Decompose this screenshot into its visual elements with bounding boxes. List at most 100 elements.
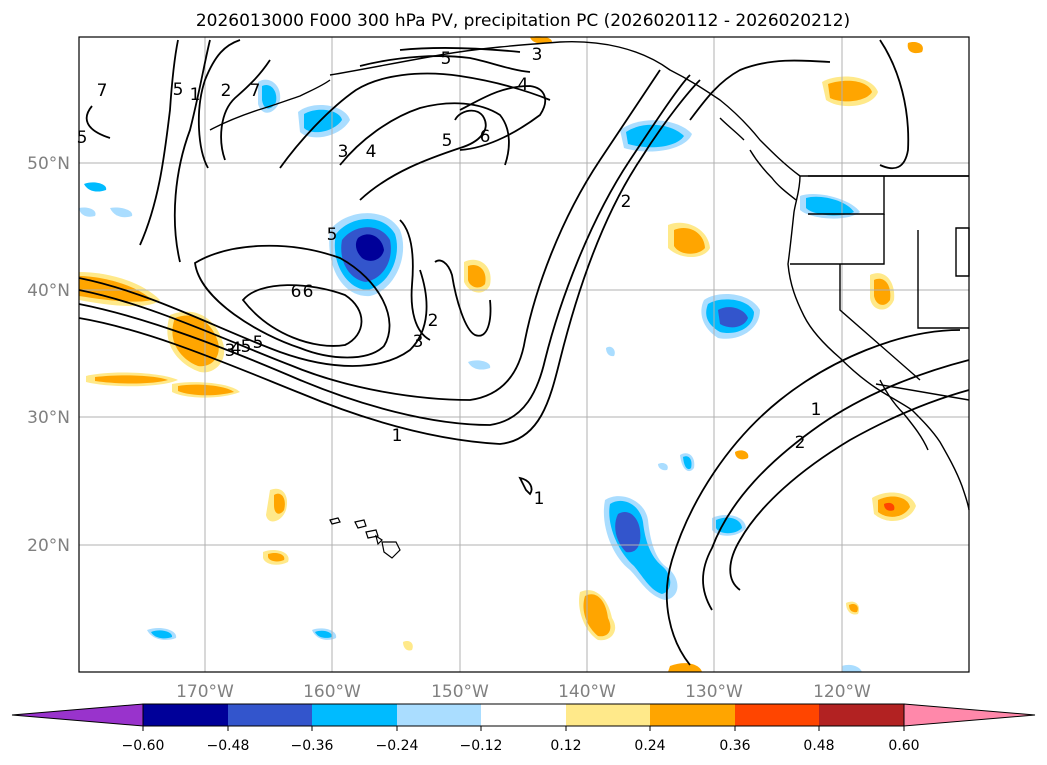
precip-positive-areas	[79, 36, 923, 672]
pv-contour-label: 2	[621, 192, 632, 212]
pv-contour-label: 3	[338, 142, 349, 162]
pv-contour-3	[78, 69, 661, 401]
colorbar-tick-label: −0.60	[122, 738, 165, 754]
pv-contour-10	[220, 59, 271, 161]
lon-label-150w: 150°W	[431, 682, 489, 702]
colorbar-tick-label: −0.36	[291, 738, 334, 754]
precip-negative-area	[79, 207, 96, 217]
precip-positive-area	[468, 264, 486, 288]
pv-contour-label: 1	[811, 400, 822, 420]
precip-negative-area	[262, 84, 277, 109]
pv-contour-12	[139, 39, 179, 246]
island	[365, 529, 379, 539]
latitude-labels: 50°N 40°N 30°N 20°N	[27, 154, 70, 556]
precip-positive-area	[274, 493, 285, 514]
pv-contour-label: 1	[190, 85, 201, 105]
precip-positive-area	[403, 640, 413, 651]
island	[329, 517, 341, 525]
colorbar-segment	[481, 704, 566, 726]
coastline-aleutians	[209, 79, 331, 131]
pv-contour-label: 2	[428, 311, 439, 331]
precip-positive-area	[583, 594, 611, 637]
pv-contour-5	[194, 244, 391, 359]
precip-negative-area	[716, 517, 742, 534]
pv-contour-23	[879, 39, 910, 170]
island	[354, 519, 367, 529]
precip-positive-area	[884, 502, 895, 511]
lat-label-20: 20°N	[27, 536, 70, 556]
precip-positive-area	[828, 80, 872, 102]
precip-positive-area	[735, 450, 749, 460]
pv-contour-label: 5	[241, 337, 252, 357]
pv-contour-21	[729, 389, 970, 591]
pv-contour-label: 5	[442, 131, 453, 151]
pv-contour-label: 4	[231, 339, 242, 359]
pv-contour-24	[689, 59, 831, 121]
colorbar-tick-label: 0.36	[719, 738, 750, 754]
colorbar-frame	[142, 703, 905, 727]
lon-label-140w: 140°W	[558, 682, 616, 702]
colorbar-segment	[397, 704, 481, 726]
precip-negative-area	[606, 346, 615, 357]
pv-contour-label: 3	[532, 45, 543, 65]
precip-positive-area	[907, 42, 923, 54]
pv-contour-4	[78, 269, 428, 367]
coastline-bc-islands	[719, 117, 797, 201]
map-background	[79, 37, 969, 672]
colorbar-tick-label: 0.60	[888, 738, 919, 754]
colorbar-segment	[228, 704, 312, 726]
colorbar-segment	[735, 704, 819, 726]
pv-contour-label: 6	[480, 127, 491, 147]
precip-positive-area	[668, 663, 702, 672]
colorbar-tick-label: −0.24	[376, 738, 419, 754]
pv-contour-19	[665, 329, 961, 666]
precip-negative-area	[615, 511, 641, 553]
pv-contour-7	[434, 259, 492, 337]
precip-positive-area	[874, 278, 891, 305]
precip-negative-area	[658, 462, 668, 471]
precip-positive-area	[849, 603, 858, 613]
pv-contour-label: 5	[327, 225, 338, 245]
precip-negative-area	[151, 630, 173, 639]
pv-contour-16	[359, 55, 531, 73]
precip-negative-area	[468, 360, 491, 370]
pv-contour-label: 5	[253, 333, 264, 353]
pv-contour-label: 2	[795, 433, 806, 453]
pv-contour-label: 7	[97, 81, 108, 101]
longitude-labels: 170°W 160°W 150°W 140°W 130°W 120°W	[176, 682, 871, 702]
pv-contour-22	[518, 476, 533, 496]
border-state-4	[917, 230, 969, 329]
pv-contour-label: 5	[77, 128, 88, 148]
pv-contour-label: 6	[291, 282, 302, 302]
pv-contour-9	[197, 39, 241, 169]
lat-label-50: 50°N	[27, 154, 70, 174]
coastline-us-west	[787, 175, 970, 511]
pv-contour-labels: 7 5 1 2 7 5 3 4 5 6 4 3 5 6 5 3 2 6 5 4 …	[77, 45, 822, 509]
pv-contour-label: 4	[518, 75, 529, 95]
colorbar-segment	[143, 704, 228, 726]
lon-label-130w: 130°W	[685, 682, 743, 702]
colorbar-tick-label: 0.48	[803, 738, 834, 754]
precip-negative-area	[110, 207, 133, 218]
lon-label-170w: 170°W	[176, 682, 234, 702]
precip-positive-area	[172, 315, 219, 367]
pv-contour-18	[399, 46, 521, 53]
colorbar-segment	[650, 704, 735, 726]
precip-negative-area	[84, 182, 107, 192]
colorbar-segment	[819, 704, 904, 726]
precip-negative-area	[315, 630, 333, 638]
border-state-2	[790, 214, 885, 265]
pv-contour-label: 5	[173, 80, 184, 100]
border-state-3	[839, 264, 921, 381]
pv-contour-label: 1	[392, 426, 403, 446]
colorbar-tick-label: −0.48	[207, 738, 250, 754]
precip-negative-area	[718, 307, 748, 328]
pv-contour-label: 7	[250, 81, 261, 101]
pv-contour-1	[78, 79, 701, 445]
lon-label-120w: 120°W	[813, 682, 871, 702]
colorbar-ticks	[142, 726, 905, 731]
colorbar-segment	[566, 704, 650, 726]
pv-contour-label: 4	[366, 142, 377, 162]
precip-positive-area	[95, 375, 168, 384]
colorbar-segment	[312, 704, 397, 726]
